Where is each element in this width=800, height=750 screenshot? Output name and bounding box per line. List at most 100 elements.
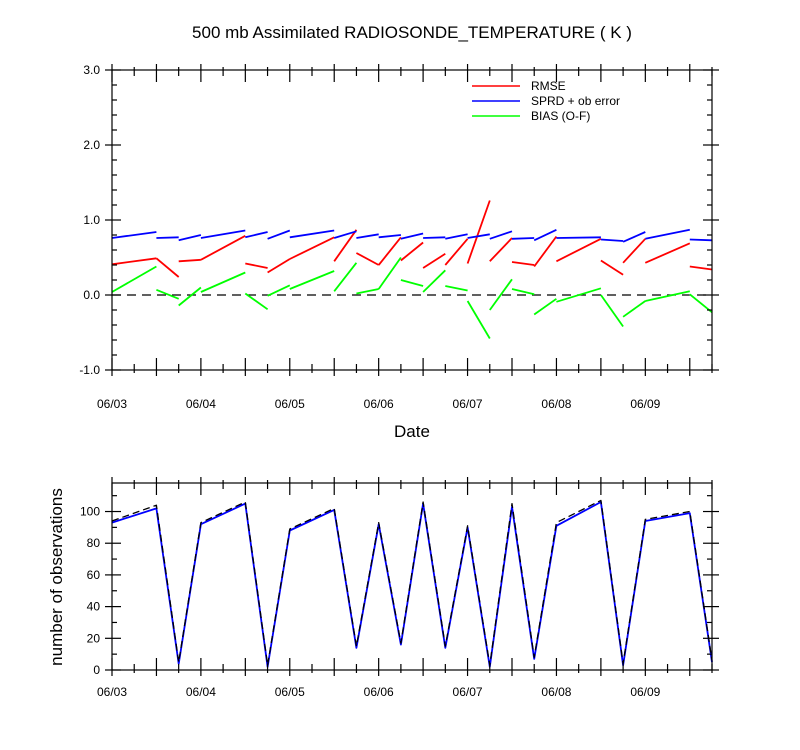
series-sprd-segment: [178, 234, 202, 242]
series-sprd-segment: [511, 237, 535, 240]
series-sprd-segment: [111, 231, 157, 239]
series-bias-segment: [511, 288, 535, 296]
series-sprd-segment: [689, 238, 713, 242]
series-rmse-segment: [489, 237, 513, 262]
bottom-plot-frame: [111, 482, 713, 671]
bottom-x-tick-label: 06/09: [630, 685, 660, 699]
series-sprd-segment: [200, 229, 246, 239]
legend-label-sprd: SPRD + ob error: [531, 94, 620, 108]
series-total-line: [111, 499, 713, 666]
top-y-tick-label: 3.0: [83, 63, 100, 77]
series-rmse-segment: [644, 242, 691, 264]
series-bias-segment: [600, 294, 624, 328]
series-bias-segment: [645, 290, 690, 302]
series-rmse-segment: [444, 238, 469, 266]
series-sprd-segment: [467, 233, 490, 239]
top-x-tick-label: 06/07: [453, 397, 483, 411]
series-rmse-segment: [245, 262, 268, 269]
bottom-x-tick-label: 06/05: [275, 685, 305, 699]
series-rmse-segment: [155, 257, 180, 278]
bottom-y-tick-label: 80: [87, 536, 101, 550]
bottom-x-tick-label: 06/03: [97, 685, 127, 699]
series-sprd-segment: [267, 229, 291, 240]
bottom-y-tick-label: 40: [87, 600, 101, 614]
top-x-tick-label: 06/08: [541, 397, 571, 411]
bottom-y-tick-label: 20: [87, 631, 101, 645]
series-bias-segment: [622, 300, 646, 318]
bottom-x-tick-label: 06/08: [541, 685, 571, 699]
series-bias-segment: [111, 265, 157, 293]
series-rmse-segment: [689, 265, 713, 271]
series-bias-segment: [377, 256, 402, 290]
top-x-tick-label: 06/09: [630, 397, 660, 411]
top-series-group: [111, 200, 713, 339]
y-axis-title-observations: number of observations: [47, 488, 66, 666]
series-rmse-segment: [600, 259, 624, 276]
top-y-tick-label: 2.0: [83, 138, 100, 152]
top-y-tick-labels: 3.0 2.0 1.0 0.0 -1.0: [79, 63, 100, 377]
legend-label-bias: BIAS (O-F): [531, 109, 590, 123]
series-rmse-segment: [466, 200, 491, 264]
top-x-tick-label: 06/03: [97, 397, 127, 411]
series-rmse-segment: [267, 258, 291, 274]
top-x-tick-label: 06/04: [186, 397, 216, 411]
series-bias-segment: [445, 285, 468, 292]
series-sprd-segment: [156, 236, 179, 239]
series-sprd-segment: [400, 232, 424, 240]
series-bias-segment: [267, 284, 291, 297]
bottom-x-tick-label: 06/04: [186, 685, 216, 699]
series-sprd-segment: [378, 234, 401, 239]
series-bias-segment: [400, 279, 424, 287]
x-axis-title: Date: [394, 422, 430, 441]
bottom-y-tick-labels: 0 20 40 60 80 100: [80, 505, 100, 677]
series-bias-segment: [289, 270, 335, 290]
series-sprd-segment: [423, 236, 446, 239]
series-sprd-segment: [445, 233, 468, 240]
series-sprd-segment: [533, 228, 557, 242]
series-rmse-segment: [178, 258, 201, 263]
chart-title: 500 mb Assimilated RADIOSONDE_TEMPERATUR…: [192, 23, 632, 42]
top-y-tick-label: 0.0: [83, 288, 100, 302]
top-x-tick-label: 06/06: [364, 397, 394, 411]
bottom-y-tick-label: 100: [80, 505, 100, 519]
top-y-tick-label: -1.0: [79, 363, 100, 377]
series-rmse-segment: [333, 229, 358, 262]
series-rmse-segment: [111, 257, 157, 266]
series-rmse-segment: [289, 236, 335, 260]
bottom-y-tick-label: 0: [93, 663, 100, 677]
series-sprd-segment: [600, 238, 624, 242]
series-sprd-segment: [289, 229, 335, 239]
series-rmse-segment: [377, 236, 402, 266]
top-x-tick-labels: 06/03 06/04 06/05 06/06 06/07 06/08 06/09: [97, 397, 661, 411]
series-sprd-segment: [356, 233, 379, 239]
top-plot-frame: [111, 69, 713, 371]
series-rmse-segment: [200, 235, 246, 261]
legend-label-rmse: RMSE: [531, 79, 566, 93]
series-bias-segment: [178, 286, 202, 307]
series-rmse-segment: [355, 252, 380, 266]
bottom-x-tick-label: 06/06: [364, 685, 394, 699]
bottom-series-group: [111, 499, 713, 668]
series-sprd-segment: [333, 230, 357, 239]
series-rmse-segment: [533, 235, 558, 268]
series-bias-segment: [689, 293, 713, 313]
series-bias-segment: [489, 278, 513, 311]
series-bias-segment: [244, 292, 269, 311]
series-bias-segment: [466, 300, 491, 339]
series-sprd-segment: [245, 231, 268, 239]
series-assimilated-line: [111, 501, 713, 668]
series-rmse-segment: [511, 261, 535, 266]
series-rmse-segment: [400, 241, 424, 262]
top-tick-marks: [105, 64, 719, 376]
top-x-tick-label: 06/05: [275, 397, 305, 411]
series-bias-segment: [156, 288, 180, 300]
series-bias-segment: [200, 271, 246, 293]
series-bias-segment: [356, 288, 379, 295]
legend: RMSE SPRD + ob error BIAS (O-F): [472, 79, 620, 123]
series-bias-segment: [333, 262, 358, 292]
series-sprd-segment: [556, 236, 601, 239]
series-bias-segment: [556, 287, 602, 303]
top-y-tick-label: 1.0: [83, 213, 100, 227]
series-rmse-segment: [555, 237, 602, 263]
